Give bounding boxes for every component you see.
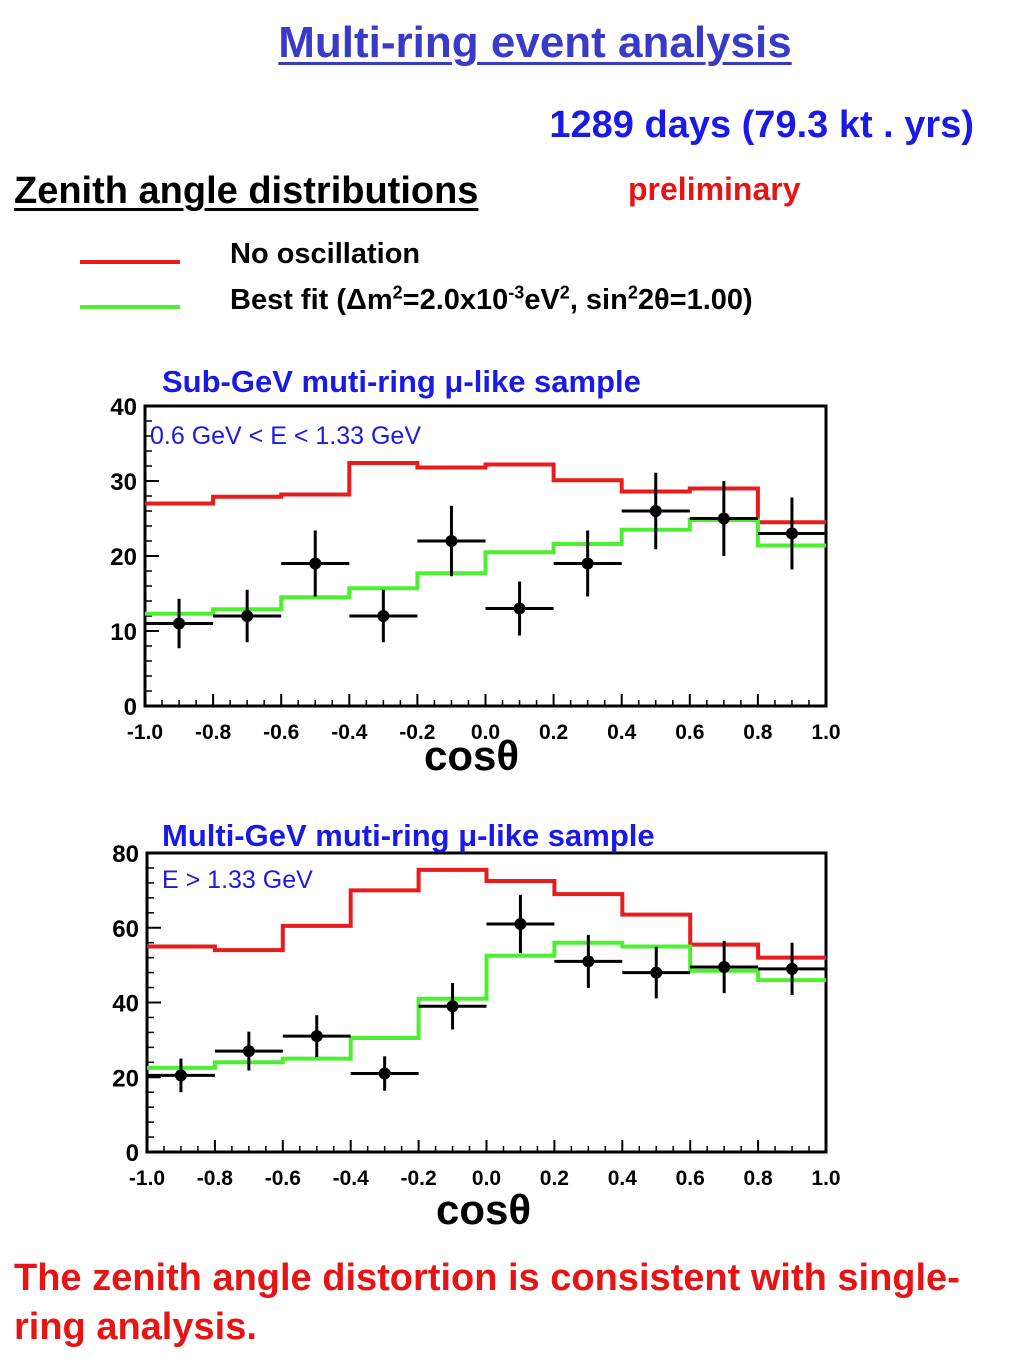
- data-point: [717, 512, 730, 525]
- x-tick-label: 0.6: [675, 721, 704, 744]
- preliminary-label: preliminary: [628, 171, 801, 207]
- y-tick-label: 30: [110, 469, 137, 496]
- data-point: [310, 1030, 323, 1043]
- x-tick-label: -0.4: [331, 721, 368, 744]
- x-tick-label: 0.0: [472, 1167, 501, 1190]
- data-point: [241, 610, 254, 622]
- data-point: [513, 602, 526, 615]
- best-fit-histogram: [145, 518, 826, 616]
- data-point: [445, 535, 458, 547]
- y-tick-label: 0: [124, 694, 137, 721]
- data-point: [309, 557, 322, 570]
- x-tick-label: 0.4: [608, 1167, 638, 1190]
- conclusion-text: The zenith angle distortion is consisten…: [14, 1257, 960, 1349]
- data-point: [786, 962, 799, 975]
- data-point: [581, 557, 594, 570]
- x-tick-label: 0.8: [743, 721, 773, 744]
- data-point: [718, 960, 731, 973]
- legend-label-no-oscillation: No oscillation: [230, 238, 421, 270]
- data-point: [378, 1067, 391, 1080]
- sub-gev-chart-title: Sub-GeV muti-ring μ-like sample: [162, 364, 641, 399]
- plot-frame: [145, 851, 828, 1154]
- sub-gev-chart: -1.0 -0.8 -0.6 -0.4 -0.2 0.0 0.2 0.4 0.6 0.8 1.0 0 1…: [110, 394, 840, 744]
- x-tick-label: 0.4: [607, 721, 637, 744]
- multi-gev-x-axis-label: cosθ: [436, 1186, 532, 1233]
- x-tick-label: 0.0: [471, 721, 500, 744]
- data-point: [514, 918, 527, 931]
- y-tick-label: 80: [112, 841, 139, 868]
- y-tick-label: 0: [126, 1140, 139, 1167]
- x-tick-label: -1.0: [129, 1167, 165, 1190]
- y-tick-label: 60: [112, 916, 139, 943]
- y-tick-label: 40: [112, 991, 139, 1018]
- data-point: [377, 610, 390, 622]
- legend-swatch-no-oscillation: [80, 260, 180, 264]
- x-tick-label: 0.6: [676, 1167, 705, 1190]
- data-point: [174, 1069, 187, 1082]
- page-title: Multi-ring event analysis: [278, 18, 792, 67]
- y-tick-label: 40: [110, 394, 137, 421]
- x-tick-label: 1.0: [811, 721, 840, 744]
- no-oscillation-histogram: [147, 867, 826, 960]
- exposure-label: 1289 days (79.3 kt . yrs): [549, 104, 974, 146]
- x-tick-label: -0.8: [195, 721, 232, 744]
- x-tick-label: -0.2: [399, 721, 435, 744]
- x-tick-label: 0.2: [539, 721, 568, 744]
- data-point: [785, 527, 798, 540]
- x-tick-label: -0.6: [265, 1167, 301, 1190]
- data-point: [242, 1045, 255, 1058]
- legend-swatch-best-fit: [80, 305, 180, 309]
- x-tick-label: -0.8: [197, 1167, 234, 1190]
- data-point: [649, 505, 662, 517]
- x-tick-label: -0.2: [401, 1167, 437, 1190]
- sub-gev-x-axis-label: cosθ: [424, 732, 520, 779]
- legend-label-best-fit: Best fit (Δm2=2.0x10-3eV2, sin22θ=1.00): [230, 282, 753, 316]
- x-tick-label: -1.0: [127, 721, 163, 744]
- y-tick-label: 20: [112, 1065, 139, 1092]
- multi-gev-chart-title: Multi-GeV muti-ring μ-like sample: [162, 818, 655, 853]
- sub-gev-energy-range: 0.6 GeV < E < 1.33 GeV: [150, 422, 422, 450]
- no-oscillation-histogram: [145, 461, 826, 525]
- data-point: [582, 955, 595, 968]
- x-tick-label: 0.2: [540, 1167, 569, 1190]
- data-point: [650, 966, 663, 979]
- data-point: [173, 617, 186, 630]
- y-tick-label: 20: [110, 544, 137, 571]
- x-tick-label: -0.4: [333, 1167, 370, 1190]
- x-tick-label: 1.0: [811, 1167, 840, 1190]
- multi-gev-energy-range: E > 1.33 GeV: [162, 866, 313, 894]
- data-point: [446, 1000, 459, 1013]
- x-tick-label: 0.8: [743, 1167, 773, 1190]
- multi-gev-chart: -1.0 -0.8 -0.6 -0.4 -0.2 0.0 0.2 0.4 0.6 0.8 1.0 0 2…: [112, 841, 840, 1190]
- x-tick-label: -0.6: [263, 721, 299, 744]
- y-tick-label: 10: [110, 619, 137, 646]
- section-heading: Zenith angle distributions: [14, 170, 479, 212]
